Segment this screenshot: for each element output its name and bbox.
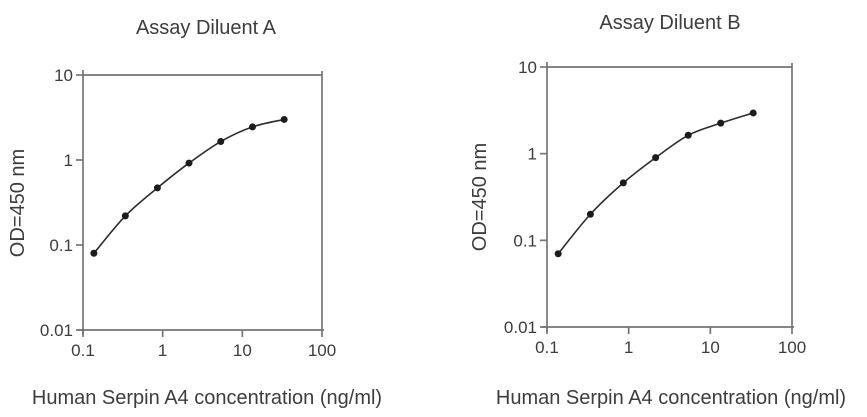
x-axis-label: Human Serpin A4 concentration (ng/ml)	[32, 387, 382, 409]
x-tick-label: 100	[308, 341, 336, 360]
data-point-marker	[717, 119, 725, 127]
data-point-marker	[554, 250, 562, 258]
data-point-marker	[280, 115, 288, 123]
data-point-marker	[749, 109, 757, 117]
x-tick-label: 10	[233, 341, 252, 360]
y-axis-label: OD=450 nm	[7, 149, 29, 257]
data-point-marker	[121, 212, 129, 220]
y-axis-label: OD=450 nm	[469, 143, 491, 251]
x-tick-label: 100	[778, 338, 806, 357]
y-tick-label: 0.01	[504, 318, 537, 337]
plot-axes	[76, 70, 324, 337]
x-tick-label: 10	[701, 338, 720, 357]
chart-title: Assay Diluent B	[599, 12, 740, 34]
standard-curve-series	[90, 115, 288, 257]
y-tick-label: 1	[528, 145, 537, 164]
x-tick-label: 0.1	[535, 338, 559, 357]
plot-axes	[540, 62, 794, 334]
x-tick-label: 1	[624, 338, 633, 357]
chart-title: Assay Diluent A	[136, 17, 277, 39]
data-point-marker	[586, 210, 594, 218]
y-tick-label: 1	[64, 151, 73, 170]
data-point-marker	[217, 138, 225, 146]
y-tick-label: 10	[518, 58, 537, 77]
y-tick-label: 0.1	[513, 231, 537, 250]
y-tick-label: 10	[54, 66, 73, 85]
x-tick-label: 1	[158, 341, 167, 360]
data-point-marker	[90, 249, 98, 257]
data-point-marker	[248, 123, 256, 131]
data-point-marker	[652, 154, 660, 162]
curve-path	[557, 112, 754, 255]
curve-path	[93, 118, 285, 254]
x-tick-label: 0.1	[71, 341, 95, 360]
y-tick-label: 0.01	[40, 321, 73, 340]
data-point-marker	[619, 179, 627, 187]
standard-curve-series	[554, 109, 757, 258]
data-point-marker	[185, 159, 193, 167]
x-axis-label: Human Serpin A4 concentration (ng/ml)	[496, 387, 846, 409]
data-point-marker	[153, 184, 161, 192]
data-point-marker	[684, 131, 692, 139]
y-tick-label: 0.1	[49, 236, 73, 255]
